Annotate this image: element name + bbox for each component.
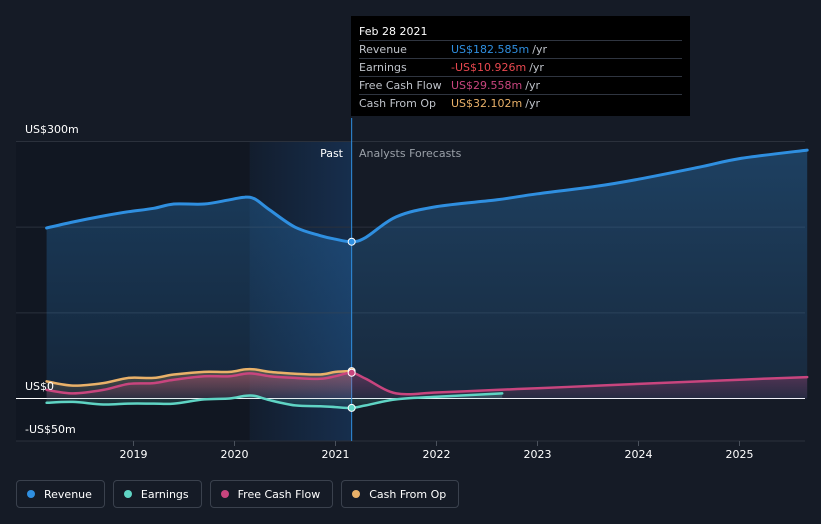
forecast-label: Analysts Forecasts	[359, 147, 462, 160]
tooltip-label: Revenue	[359, 43, 407, 56]
past-label: Past	[320, 147, 344, 160]
free-cash-flow-line	[45, 371, 809, 396]
y-label-top: US$300m	[25, 123, 79, 136]
tooltip-value: US$182.585m	[451, 43, 530, 56]
tooltip-unit: /yr	[525, 79, 540, 92]
revenue-area	[46, 150, 808, 399]
cash-from-op-line	[45, 367, 353, 387]
tooltip-label: Earnings	[359, 61, 407, 74]
legend-label: Revenue	[44, 487, 92, 501]
earnings-line	[45, 392, 504, 410]
y-label-zero: US$0	[25, 380, 54, 393]
legend-dot-icon	[123, 490, 132, 498]
x-tick-label-2019: 2019	[120, 448, 148, 461]
earnings-marker	[347, 403, 356, 412]
legend-item-revenue[interactable]: Revenue	[16, 480, 105, 508]
legend-label: Free Cash Flow	[237, 487, 321, 501]
legend-item-free-cash-flow[interactable]: Free Cash Flow	[209, 480, 334, 508]
tooltip-unit: /yr	[532, 43, 547, 56]
x-tick-label-2020: 2020	[221, 448, 249, 461]
x-tick-label-2021: 2021	[322, 448, 350, 461]
tooltip-unit: /yr	[529, 61, 544, 74]
tooltip-date: Feb 28 2021	[359, 23, 682, 41]
x-tick-label-2025: 2025	[726, 448, 754, 461]
legend-label: Cash From Op	[369, 487, 447, 501]
legend-item-cash-from-op[interactable]: Cash From Op	[341, 480, 460, 508]
free-cash-flow-area	[46, 372, 808, 399]
legend-dot-icon	[27, 490, 35, 498]
tooltip-row-free-cash-flow: Free Cash Flow US$29.558m/yr	[359, 77, 682, 95]
legend-label: Earnings	[140, 487, 189, 501]
legend-dot-icon	[352, 490, 361, 498]
tooltip-row-earnings: Earnings -US$10.926m/yr	[359, 59, 682, 77]
legend-dot-icon	[220, 490, 229, 498]
chart-legend: Revenue Earnings Free Cash Flow Cash From O…	[16, 480, 460, 508]
free-cash-flow-marker	[347, 368, 356, 377]
tooltip-label: Cash From Op	[359, 97, 437, 110]
tooltip-row-revenue: Revenue US$182.585m/yr	[359, 41, 682, 59]
tooltip-unit: /yr	[525, 97, 540, 110]
x-tick-label-2024: 2024	[625, 448, 653, 461]
tooltip-value: US$29.558m	[451, 79, 523, 92]
legend-item-earnings[interactable]: Earnings	[112, 480, 202, 508]
revenue-marker	[347, 237, 356, 246]
tooltip-value: US$32.102m	[451, 97, 523, 110]
tooltip-label: Free Cash Flow	[359, 79, 442, 92]
data-tooltip: Feb 28 2021 Revenue US$182.585m/yr Earning…	[351, 16, 690, 116]
tooltip-value: -US$10.926m	[451, 61, 527, 74]
tooltip-row-cash-from-op: Cash From Op US$32.102m/yr	[359, 95, 682, 112]
revenue-line	[45, 148, 809, 244]
x-tick-label-2023: 2023	[524, 448, 552, 461]
y-label-bottom: -US$50m	[25, 423, 76, 436]
x-tick-label-2022: 2022	[423, 448, 451, 461]
